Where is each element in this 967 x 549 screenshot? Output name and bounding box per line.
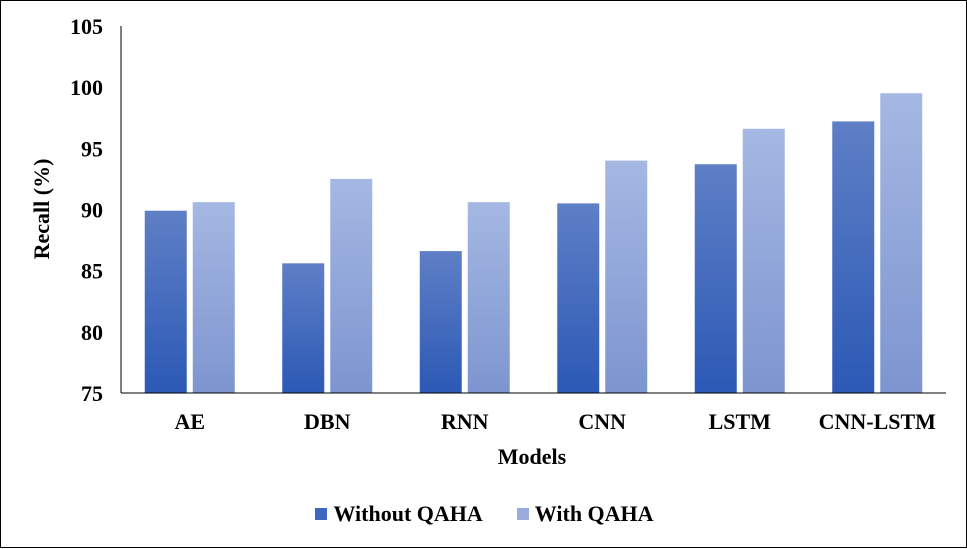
legend-swatch-with <box>516 508 529 520</box>
legend-swatch-without <box>315 508 328 520</box>
bar-without-lstm <box>694 164 737 393</box>
y-tick-label: 95 <box>81 136 103 161</box>
x-tick-label: CNN <box>578 409 626 434</box>
bar-without-cnn-lstm <box>832 121 875 394</box>
bar-without-cnn <box>557 203 600 393</box>
bar-with-cnn-lstm <box>880 93 923 394</box>
bar-with-lstm <box>742 128 785 393</box>
bar-without-dbn <box>282 263 325 393</box>
legend-label-without: Without QAHA <box>333 501 483 526</box>
legend-item-with: With QAHA <box>516 501 654 527</box>
legend: Without QAHA With QAHA <box>1 501 967 527</box>
y-tick-label: 90 <box>81 198 103 223</box>
x-tick-label: DBN <box>304 409 351 434</box>
bar-with-ae <box>192 202 235 393</box>
x-axis-title: Models <box>498 444 567 469</box>
bar-without-rnn <box>419 251 462 393</box>
axes-layer <box>120 26 946 394</box>
legend-label-with: With QAHA <box>534 501 654 526</box>
bars-layer <box>144 93 923 394</box>
bar-with-cnn <box>605 160 648 393</box>
x-tick-labels: AE DBN RNN CNN LSTM CNN-LSTM <box>174 409 936 434</box>
y-tick-label: 80 <box>81 320 103 345</box>
bar-with-rnn <box>467 202 510 393</box>
x-tick-label: CNN-LSTM <box>819 409 937 434</box>
x-tick-label: RNN <box>441 409 489 434</box>
y-axis-title: Recall (%) <box>29 159 54 260</box>
x-tick-label: AE <box>174 409 205 434</box>
y-tick-label: 100 <box>70 75 103 100</box>
x-tick-label: LSTM <box>709 409 772 434</box>
y-tick-label: 85 <box>81 259 103 284</box>
bar-without-ae <box>144 210 187 393</box>
y-tick-label: 75 <box>81 381 103 406</box>
y-tick-labels: 75 80 85 90 95 100 105 <box>70 14 103 406</box>
y-tick-label: 105 <box>70 14 103 39</box>
legend-item-without: Without QAHA <box>315 501 483 527</box>
bar-with-dbn <box>330 178 373 393</box>
